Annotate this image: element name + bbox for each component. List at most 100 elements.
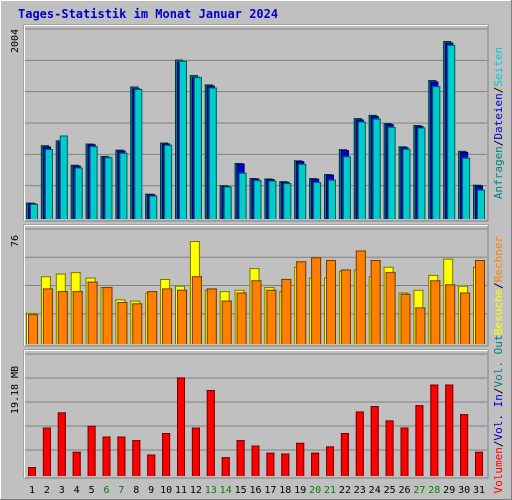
bar-seiten-day-25: [387, 126, 396, 219]
bar-rechner-day-23: [355, 250, 366, 344]
x-tick-label-day-8: 8: [133, 485, 139, 496]
x-tick-label-day-4: 4: [74, 485, 80, 496]
bar-rechner-day-26: [400, 293, 411, 344]
bar-volumen-day-31: [475, 451, 483, 476]
bar-volumen-day-24: [370, 406, 379, 476]
bar-seiten-day-21: [328, 179, 336, 219]
bar-volumen-day-16: [251, 445, 260, 476]
bar-volumen-day-2: [42, 427, 51, 476]
bar-rechner-day-15: [236, 292, 247, 344]
x-tick-label-day-31: 31: [473, 485, 485, 496]
bar-seiten-day-16: [253, 180, 262, 219]
bar-volumen-day-30: [460, 414, 469, 476]
bar-volumen-day-15: [236, 440, 245, 476]
y-max-label-3: 19.18 MB: [10, 366, 21, 414]
bar-rechner-day-31: [475, 259, 485, 344]
legend-3: Volumen/Vol. In/Vol. Out: [492, 335, 505, 494]
x-tick-label-day-14: 14: [220, 485, 232, 496]
bar-seiten-day-7: [119, 152, 128, 219]
x-tick-label-day-29: 29: [443, 485, 455, 496]
bar-volumen-day-21: [326, 446, 334, 476]
bar-rechner-day-5: [87, 281, 98, 344]
bar-seiten-day-23: [357, 121, 366, 219]
bar-rechner-day-30: [460, 292, 471, 344]
bar-rechner-day-2: [42, 288, 53, 344]
legend-item-volumen: Volumen: [492, 447, 505, 493]
legend-1: Anfragen/Dateien/Seiten: [492, 47, 505, 199]
bar-rechner-day-25: [385, 272, 396, 344]
bar-volumen-day-14: [221, 457, 230, 476]
bar-volumen-day-27: [415, 405, 424, 476]
x-tick-label-day-9: 9: [148, 485, 154, 496]
x-tick-label-day-21: 21: [324, 485, 336, 496]
bar-seiten-day-15: [238, 172, 247, 219]
bar-seiten-day-11: [179, 60, 187, 219]
x-tick-label-day-15: 15: [235, 485, 247, 496]
bar-rechner-day-18: [281, 278, 292, 344]
bar-volumen-day-8: [132, 440, 141, 476]
bar-seiten-day-9: [149, 195, 158, 219]
bar-rechner-day-22: [340, 269, 351, 344]
bar-seiten-day-26: [402, 148, 411, 219]
x-tick-label-day-30: 30: [458, 485, 470, 496]
bar-seiten-day-19: [298, 163, 307, 219]
y-max-label-2: 76: [10, 235, 21, 247]
bar-seiten-day-10: [164, 144, 173, 219]
bar-volumen-day-10: [162, 432, 171, 476]
x-tick-label-day-25: 25: [384, 485, 396, 496]
bar-rechner-day-17: [266, 289, 277, 344]
bar-rechner-day-20: [311, 257, 322, 344]
bar-seiten-day-27: [417, 127, 426, 219]
x-tick-label-day-13: 13: [205, 485, 217, 496]
bar-seiten-day-28: [432, 86, 441, 220]
bar-rechner-day-4: [72, 291, 83, 344]
legend-separator: /: [492, 440, 505, 447]
bar-volumen-day-12: [191, 427, 200, 476]
bar-rechner-day-19: [296, 261, 307, 344]
bar-rechner-day-29: [445, 284, 456, 344]
bar-volumen-day-9: [147, 454, 156, 476]
legend-item-vol-out: Vol. Out: [492, 335, 505, 388]
bar-seiten-day-24: [372, 118, 381, 219]
page-title: Tages-Statistik im Monat Januar 2024: [18, 7, 279, 21]
legend-item-seiten: Seiten: [492, 47, 505, 87]
bar-seiten-day-12: [193, 77, 202, 219]
bar-seiten-day-4: [74, 167, 83, 219]
bar-seiten-day-1: [30, 203, 38, 219]
bar-seiten-day-20: [313, 182, 322, 219]
bar-rechner-day-3: [57, 291, 68, 344]
bar-volumen-day-28: [430, 384, 439, 476]
bar-rechner-day-24: [370, 259, 381, 344]
bar-rechner-day-6: [102, 287, 113, 344]
bar-seiten-day-8: [134, 89, 143, 220]
x-tick-label-day-6: 6: [103, 485, 109, 496]
bar-volumen-day-11: [177, 377, 185, 476]
x-tick-label-day-7: 7: [118, 485, 124, 496]
bar-seiten-day-29: [447, 44, 456, 219]
x-tick-label-day-16: 16: [249, 485, 261, 496]
x-tick-label-day-22: 22: [339, 485, 351, 496]
bar-volumen-day-25: [385, 420, 394, 476]
x-tick-label-day-27: 27: [413, 485, 425, 496]
bar-volumen-day-7: [117, 436, 126, 476]
bar-rechner-day-9: [147, 291, 158, 344]
bar-rechner-day-27: [415, 307, 426, 344]
x-tick-label-day-10: 10: [160, 485, 172, 496]
legend-2: Besuche/Rechner: [492, 235, 505, 335]
bar-seiten-day-17: [268, 180, 277, 219]
x-tick-label-day-18: 18: [279, 485, 291, 496]
x-tick-label-day-1: 1: [29, 485, 35, 496]
legend-separator: /: [492, 87, 505, 94]
x-tick-label-day-24: 24: [369, 485, 381, 496]
bar-rechner-day-28: [430, 280, 441, 344]
bar-volumen-day-6: [102, 436, 111, 476]
bar-volumen-day-22: [340, 432, 349, 476]
bar-seiten-day-30: [462, 157, 471, 219]
x-tick-label-day-11: 11: [175, 485, 187, 496]
bar-volumen-day-1: [28, 467, 36, 476]
bar-seiten-day-3: [59, 135, 68, 219]
bar-rechner-day-14: [221, 300, 232, 344]
bar-rechner-day-10: [162, 288, 173, 344]
bar-volumen-day-29: [445, 384, 454, 476]
